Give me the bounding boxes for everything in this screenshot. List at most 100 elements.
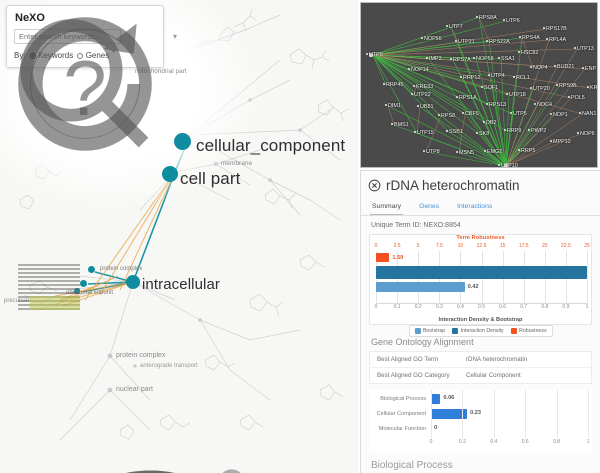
gene-node[interactable]	[456, 151, 459, 154]
node-cellular-component[interactable]	[174, 133, 191, 150]
legend-robustness[interactable]: Robustness	[510, 328, 547, 334]
chevron-down-icon[interactable]: ▾	[173, 31, 178, 41]
gene-node[interactable]	[476, 16, 479, 19]
layers-icon[interactable]	[185, 448, 204, 467]
tab-interactions[interactable]: Interactions	[457, 203, 493, 210]
gene-node[interactable]	[518, 51, 521, 54]
gene-node[interactable]	[488, 74, 491, 77]
panel-tabs[interactable]: Summary Genes Interactions	[361, 199, 600, 216]
gene-node[interactable]	[486, 103, 489, 106]
gene-node[interactable]	[504, 129, 507, 132]
gene-node[interactable]	[456, 96, 459, 99]
gene-node[interactable]	[550, 113, 553, 116]
gene-node[interactable]	[577, 132, 580, 135]
radio-genes[interactable]: Genes	[77, 51, 109, 60]
node-label-anterograde-transport: anterograde transport	[140, 363, 198, 369]
gene-node[interactable]	[534, 103, 537, 106]
gene-node[interactable]	[483, 121, 486, 124]
node-cluster-b[interactable]	[80, 280, 87, 287]
gene-node[interactable]	[473, 57, 476, 60]
gene-label: RPS8A	[479, 15, 497, 21]
gene-node[interactable]	[530, 87, 533, 90]
gene-label: UTP20	[533, 86, 550, 92]
gene-node[interactable]	[579, 112, 582, 115]
gene-node[interactable]	[587, 86, 590, 89]
gene-node[interactable]	[476, 132, 479, 135]
gene-node[interactable]	[498, 164, 501, 167]
gene-node[interactable]	[556, 84, 559, 87]
chart-title-term-robustness: Term Robustness	[456, 235, 505, 241]
gene-node[interactable]	[481, 86, 484, 89]
gene-label: RPS7A	[453, 57, 471, 63]
gene-network-edges	[372, 16, 591, 167]
legend-bootstrap[interactable]: Bootstrap	[414, 328, 445, 334]
gene-node[interactable]	[486, 40, 489, 43]
gene-node[interactable]	[503, 19, 506, 22]
node-cluster-a[interactable]	[88, 266, 95, 273]
gene-node[interactable]	[423, 150, 426, 153]
gene-network-view[interactable]: UTP9 RPS8A UTP6 UTP7 RPS17B NOP56 UTP21 RPS22A R…	[360, 2, 598, 168]
chart-baseline	[376, 303, 587, 304]
gene-node[interactable]	[530, 66, 533, 69]
gene-node[interactable]	[414, 131, 417, 134]
axis-tick-bottom: 0.9	[562, 304, 570, 310]
gene-node[interactable]	[462, 112, 465, 115]
gene-node[interactable]	[460, 76, 463, 79]
gene-node[interactable]	[421, 37, 424, 40]
go-gridline	[588, 390, 589, 438]
term-detail-panel: rDNA heterochromatin Summary Genes Inter…	[360, 170, 600, 473]
gene-hub-utp9[interactable]	[369, 53, 373, 57]
chart-legend[interactable]: Bootstrap Interaction Density Robustness	[408, 325, 553, 337]
tab-genes[interactable]: Genes	[419, 203, 440, 210]
gene-node[interactable]	[498, 57, 501, 60]
radio-keywords[interactable]: Keywords	[29, 51, 73, 60]
gene-node[interactable]	[438, 114, 441, 117]
gene-node[interactable]	[513, 76, 516, 79]
gene-node[interactable]	[550, 140, 553, 143]
gene-node[interactable]	[484, 150, 487, 153]
close-circle-icon[interactable]	[368, 179, 381, 192]
gene-node[interactable]	[574, 47, 577, 50]
gene-node[interactable]	[528, 129, 531, 132]
gene-node[interactable]	[582, 67, 585, 70]
graph-toolbar[interactable]	[0, 441, 358, 473]
gene-node[interactable]	[366, 53, 369, 56]
gene-node[interactable]	[385, 104, 388, 107]
gene-node[interactable]	[455, 40, 458, 43]
go-gridline	[493, 390, 495, 438]
ontology-network-canvas[interactable]: cellular_component cell part intracellul…	[0, 0, 358, 473]
go-key-category: Best Aligned GO Category	[377, 372, 450, 379]
gene-hub-utp10[interactable]	[504, 164, 508, 167]
gene-node[interactable]	[411, 93, 414, 96]
gene-label: SK8	[479, 131, 490, 137]
gene-node[interactable]	[450, 58, 453, 61]
axis-tick-bottom: 1	[585, 304, 589, 310]
tab-summary[interactable]: Summary	[370, 199, 404, 215]
gene-node[interactable]	[413, 85, 416, 88]
gene-node[interactable]	[417, 105, 420, 108]
gene-node[interactable]	[446, 130, 449, 133]
go-chart-track: 0.06	[431, 392, 588, 406]
gene-node[interactable]	[510, 112, 513, 115]
node-cell-part[interactable]	[162, 166, 178, 182]
gene-node[interactable]	[518, 149, 521, 152]
gene-node[interactable]	[546, 38, 549, 41]
gene-node[interactable]	[543, 27, 546, 30]
gene-node[interactable]	[446, 25, 449, 28]
gene-node[interactable]	[391, 123, 394, 126]
go-axis-tick: 1	[586, 439, 590, 445]
gene-node[interactable]	[568, 96, 571, 99]
gene-node[interactable]	[554, 65, 557, 68]
node-intracellular[interactable]	[126, 275, 140, 289]
search-panel[interactable]: NeXO ? ▾ By: Keywords	[6, 5, 177, 151]
gene-node[interactable]	[519, 36, 522, 39]
go-value-term: rDNA heterochromatin	[466, 356, 528, 363]
help-icon[interactable]: ?	[18, 17, 169, 151]
network-overview-icon[interactable]	[138, 448, 241, 473]
gene-node[interactable]	[506, 93, 509, 96]
gene-node[interactable]	[426, 57, 429, 60]
node-cluster-c[interactable]	[74, 288, 80, 294]
legend-interaction-density[interactable]: Interaction Density	[452, 328, 504, 334]
gene-node[interactable]	[383, 83, 386, 86]
gene-node[interactable]	[408, 68, 411, 71]
